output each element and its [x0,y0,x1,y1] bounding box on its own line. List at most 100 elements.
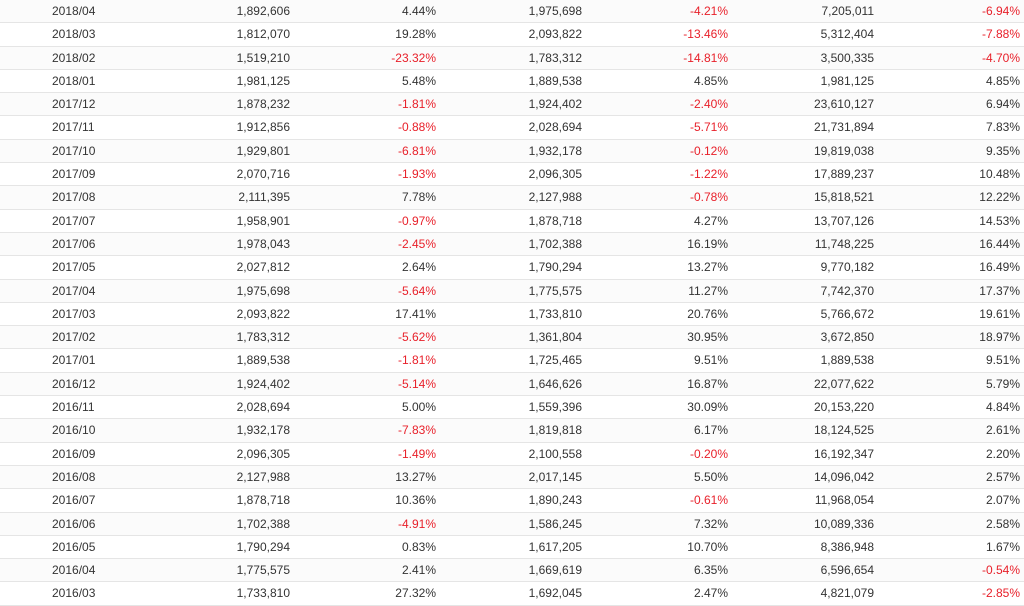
table-row: 2017/11 1,912,856 -0.88% 2,028,694 -5.71% 21,… [0,116,1024,140]
value-cell: 1,519,210 [236,50,290,65]
value-cell: 1,975,698 [528,4,582,18]
percent-change-cell: 19.28% [395,27,436,42]
month-cell: 2017/05 [52,260,96,275]
month-cell: 2016/12 [52,376,96,391]
table-row: 2017/05 2,027,812 2.64% 1,790,294 13.27% 9,77… [0,256,1024,280]
percent-change-cell: -2.40% [689,97,728,112]
cumulative-percent-cell: 10.48% [979,167,1020,182]
value-cell: 1,790,294 [528,260,582,275]
table-row: 2017/10 1,929,801 -6.81% 1,932,178 -0.12% 19,… [0,139,1024,164]
percent-change-cell: 4.27% [693,213,728,228]
percent-change-cell: -5.71% [689,120,728,135]
value-cell: 2,127,988 [528,190,582,205]
cumulative-value-cell: 23,610,127 [813,97,874,112]
percent-change-cell: -5.62% [397,330,436,345]
table-row: 2017/07 1,958,901 -0.97% 1,878,718 4.27% 13,7… [0,210,1024,233]
cumulative-percent-cell: -7.88% [981,27,1020,42]
cumulative-value-cell: 9,770,182 [820,260,874,275]
month-cell: 2018/02 [52,50,96,65]
cumulative-value-cell: 19,819,038 [813,143,874,158]
percent-change-cell: 6.17% [693,423,728,438]
cumulative-percent-cell: 14.53% [979,213,1020,228]
percent-change-cell: -2.45% [397,236,436,251]
cumulative-percent-cell: 9.51% [985,353,1020,368]
table-row: 2017/12 1,878,232 -1.81% 1,924,402 -2.40% 23,… [0,93,1024,117]
cumulative-percent-cell: -0.54% [981,563,1020,578]
value-cell: 1,981,125 [236,73,290,88]
percent-change-cell: -0.12% [689,143,728,158]
month-cell: 2017/02 [52,330,96,345]
percent-change-cell: -5.64% [397,283,436,298]
value-cell: 1,812,070 [236,27,290,42]
cumulative-percent-cell: 12.22% [979,190,1020,205]
percent-change-cell: -7.83% [397,423,436,438]
value-cell: 1,912,856 [236,120,290,135]
cumulative-percent-cell: 2.61% [985,423,1020,438]
cumulative-percent-cell: 4.84% [985,400,1020,415]
month-cell: 2017/09 [52,167,96,182]
value-cell: 1,878,232 [236,97,290,112]
value-cell: 1,617,205 [528,539,582,554]
month-cell: 2018/01 [52,73,96,88]
value-cell: 2,096,305 [528,167,582,182]
cumulative-percent-cell: 2.07% [985,493,1020,508]
table-row: 2016/03 1,733,810 27.32% 1,692,045 2.47% 4,82… [0,582,1024,606]
cumulative-value-cell: 8,386,948 [820,539,874,554]
percent-change-cell: 30.95% [687,330,728,345]
table-row: 2017/06 1,978,043 -2.45% 1,702,388 16.19% 11,… [0,232,1024,257]
cumulative-value-cell: 15,818,521 [813,190,874,205]
cumulative-value-cell: 7,205,011 [821,4,875,18]
month-cell: 2016/09 [52,446,96,461]
month-cell: 2016/08 [52,469,96,484]
value-cell: 1,783,312 [236,330,290,345]
month-cell: 2018/03 [52,27,96,42]
value-cell: 1,932,178 [528,143,582,158]
table-row: 2017/08 2,111,395 7.78% 2,127,988 -0.78% 15,8… [0,186,1024,210]
percent-change-cell: 16.87% [687,376,728,391]
month-cell: 2017/12 [52,97,96,112]
percent-change-cell: 13.27% [687,260,728,275]
table-row: 2016/08 2,127,988 13.27% 2,017,145 5.50% 14,0… [0,465,1024,490]
table-row: 2016/04 1,775,575 2.41% 1,669,619 6.35% 6,596… [0,559,1024,583]
percent-change-cell: 9.51% [693,353,728,368]
month-cell: 2016/03 [52,586,96,601]
percent-change-cell: 11.27% [688,283,728,298]
cumulative-value-cell: 10,089,336 [813,516,874,531]
cumulative-value-cell: 14,096,042 [813,469,874,484]
value-cell: 1,669,619 [528,563,582,578]
value-cell: 2,093,822 [528,27,582,42]
percent-change-cell: 0.83% [401,539,436,554]
value-cell: 1,586,245 [528,516,582,531]
cumulative-value-cell: 3,672,850 [820,330,874,345]
percent-change-cell: 16.19% [687,236,728,251]
value-cell: 1,958,901 [236,213,290,228]
value-cell: 1,978,043 [236,236,290,251]
percent-change-cell: 10.70% [687,539,728,554]
cumulative-value-cell: 6,596,654 [820,563,874,578]
cumulative-value-cell: 5,312,404 [820,27,874,42]
table-row: 2017/04 1,975,698 -5.64% 1,775,575 11.27% 7,7… [0,279,1024,303]
cumulative-percent-cell: 16.44% [979,236,1020,251]
value-cell: 1,929,801 [236,143,290,158]
cumulative-percent-cell: -6.94% [981,4,1020,18]
table-row: 2016/07 1,878,718 10.36% 1,890,243 -0.61% 11,… [0,489,1024,513]
value-cell: 1,878,718 [528,213,582,228]
percent-change-cell: 20.76% [687,306,728,321]
cumulative-percent-cell: -4.70% [981,50,1020,65]
value-cell: 2,028,694 [528,120,582,135]
percent-change-cell: 13.27% [395,469,436,484]
percent-change-cell: 7.32% [693,516,728,531]
cumulative-percent-cell: 19.61% [979,306,1020,321]
cumulative-percent-cell: 9.35% [985,143,1020,158]
table-row: 2016/10 1,932,178 -7.83% 1,819,818 6.17% 18,1… [0,419,1024,443]
percent-change-cell: -1.22% [689,167,728,182]
month-cell: 2017/04 [52,283,96,298]
table-row: 2018/04 1,892,606 4.44% 1,975,698 -4.21% 7,20… [0,0,1024,24]
month-cell: 2016/04 [52,563,96,578]
percent-change-cell: 6.35% [693,563,728,578]
cumulative-value-cell: 1,889,538 [820,353,874,368]
cumulative-percent-cell: 2.58% [985,516,1020,531]
month-cell: 2016/05 [52,539,96,554]
percent-change-cell: -14.81% [683,50,728,65]
